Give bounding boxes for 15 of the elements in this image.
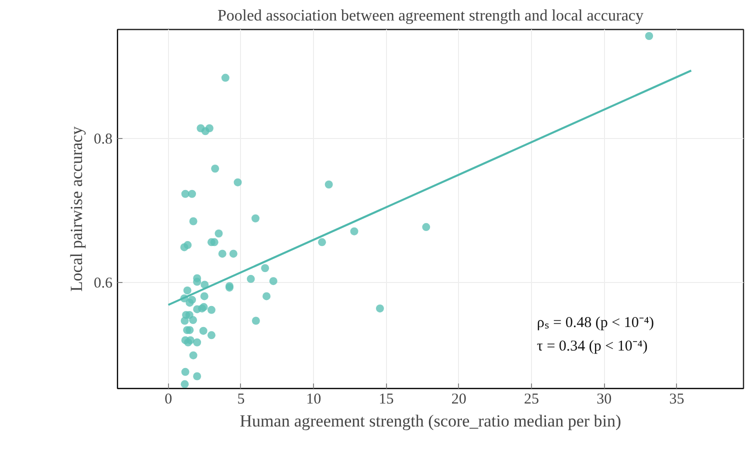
x-tick-label: 35 — [669, 392, 684, 408]
annotation: τ = 0.34 (p < 10⁻⁴) — [536, 338, 648, 354]
x-tick-label: 20 — [451, 392, 466, 408]
x-axis-title: Human agreement strength (score_ratio median per bin) — [240, 412, 622, 430]
y-tick-label: 0.6 — [94, 276, 113, 292]
x-tick-label: 30 — [596, 392, 612, 408]
x-tick-label: 25 — [524, 392, 539, 408]
x-tick-label: 5 — [237, 392, 245, 408]
y-axis-title: Local pairwise accuracy — [66, 126, 86, 292]
annotation: ρₛ = 0.48 (p < 10⁻⁴) — [536, 315, 654, 332]
chart-title: Pooled association between agreement strength and local accuracy — [217, 8, 644, 24]
x-tick-label: 15 — [378, 392, 394, 408]
x-tick-label: 10 — [306, 392, 322, 408]
y-tick-label: 0.8 — [94, 131, 112, 148]
x-tick-label: 0 — [164, 392, 172, 408]
